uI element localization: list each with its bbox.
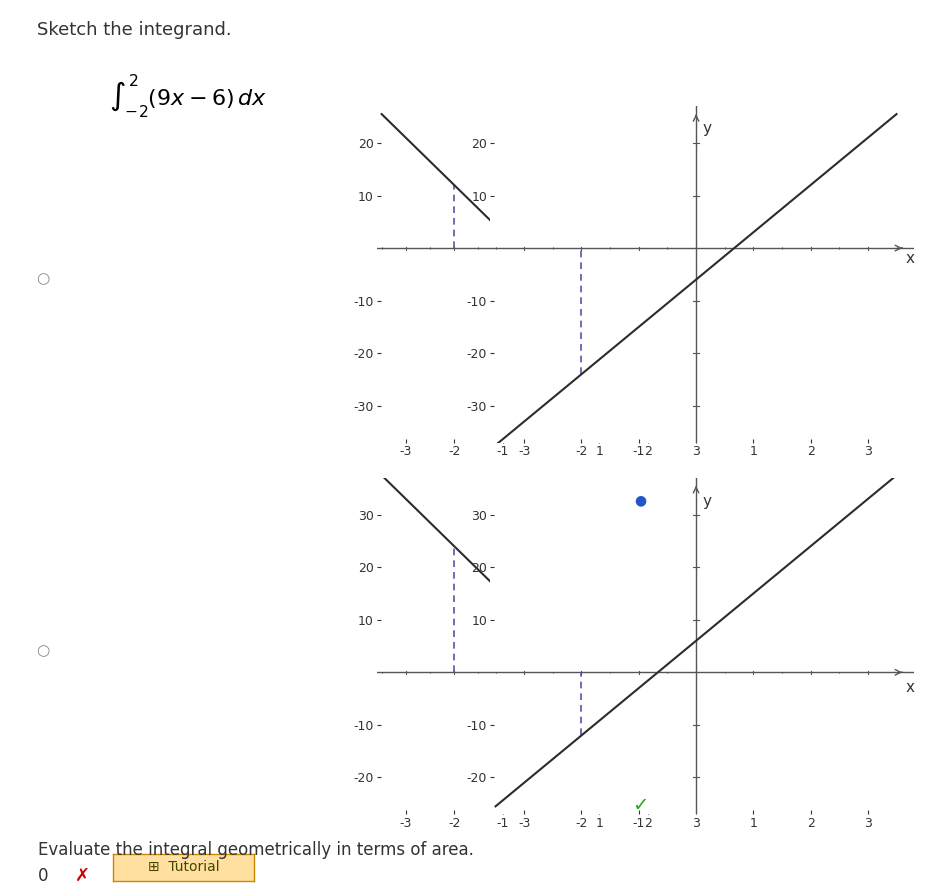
Text: ✓: ✓ [632,796,649,815]
Text: x: x [905,251,914,266]
Text: ⊞  Tutorial: ⊞ Tutorial [148,860,219,874]
Text: ✗: ✗ [75,867,90,885]
Text: x: x [727,680,737,695]
Text: x: x [905,680,914,695]
Text: y: y [557,120,566,135]
Text: ●: ● [635,493,646,507]
Text: $\int_{-2}^{2}(9x - 6)\,dx$: $\int_{-2}^{2}(9x - 6)\,dx$ [109,73,268,120]
Text: y: y [557,494,566,509]
Text: x: x [727,251,737,266]
Text: Sketch the integrand.: Sketch the integrand. [37,20,232,39]
Text: 0: 0 [38,867,48,885]
Text: y: y [703,120,712,135]
Text: Evaluate the integral geometrically in terms of area.: Evaluate the integral geometrically in t… [38,841,474,858]
Text: y: y [703,494,712,509]
Text: ○: ○ [36,643,49,658]
Text: ○: ○ [36,272,49,286]
